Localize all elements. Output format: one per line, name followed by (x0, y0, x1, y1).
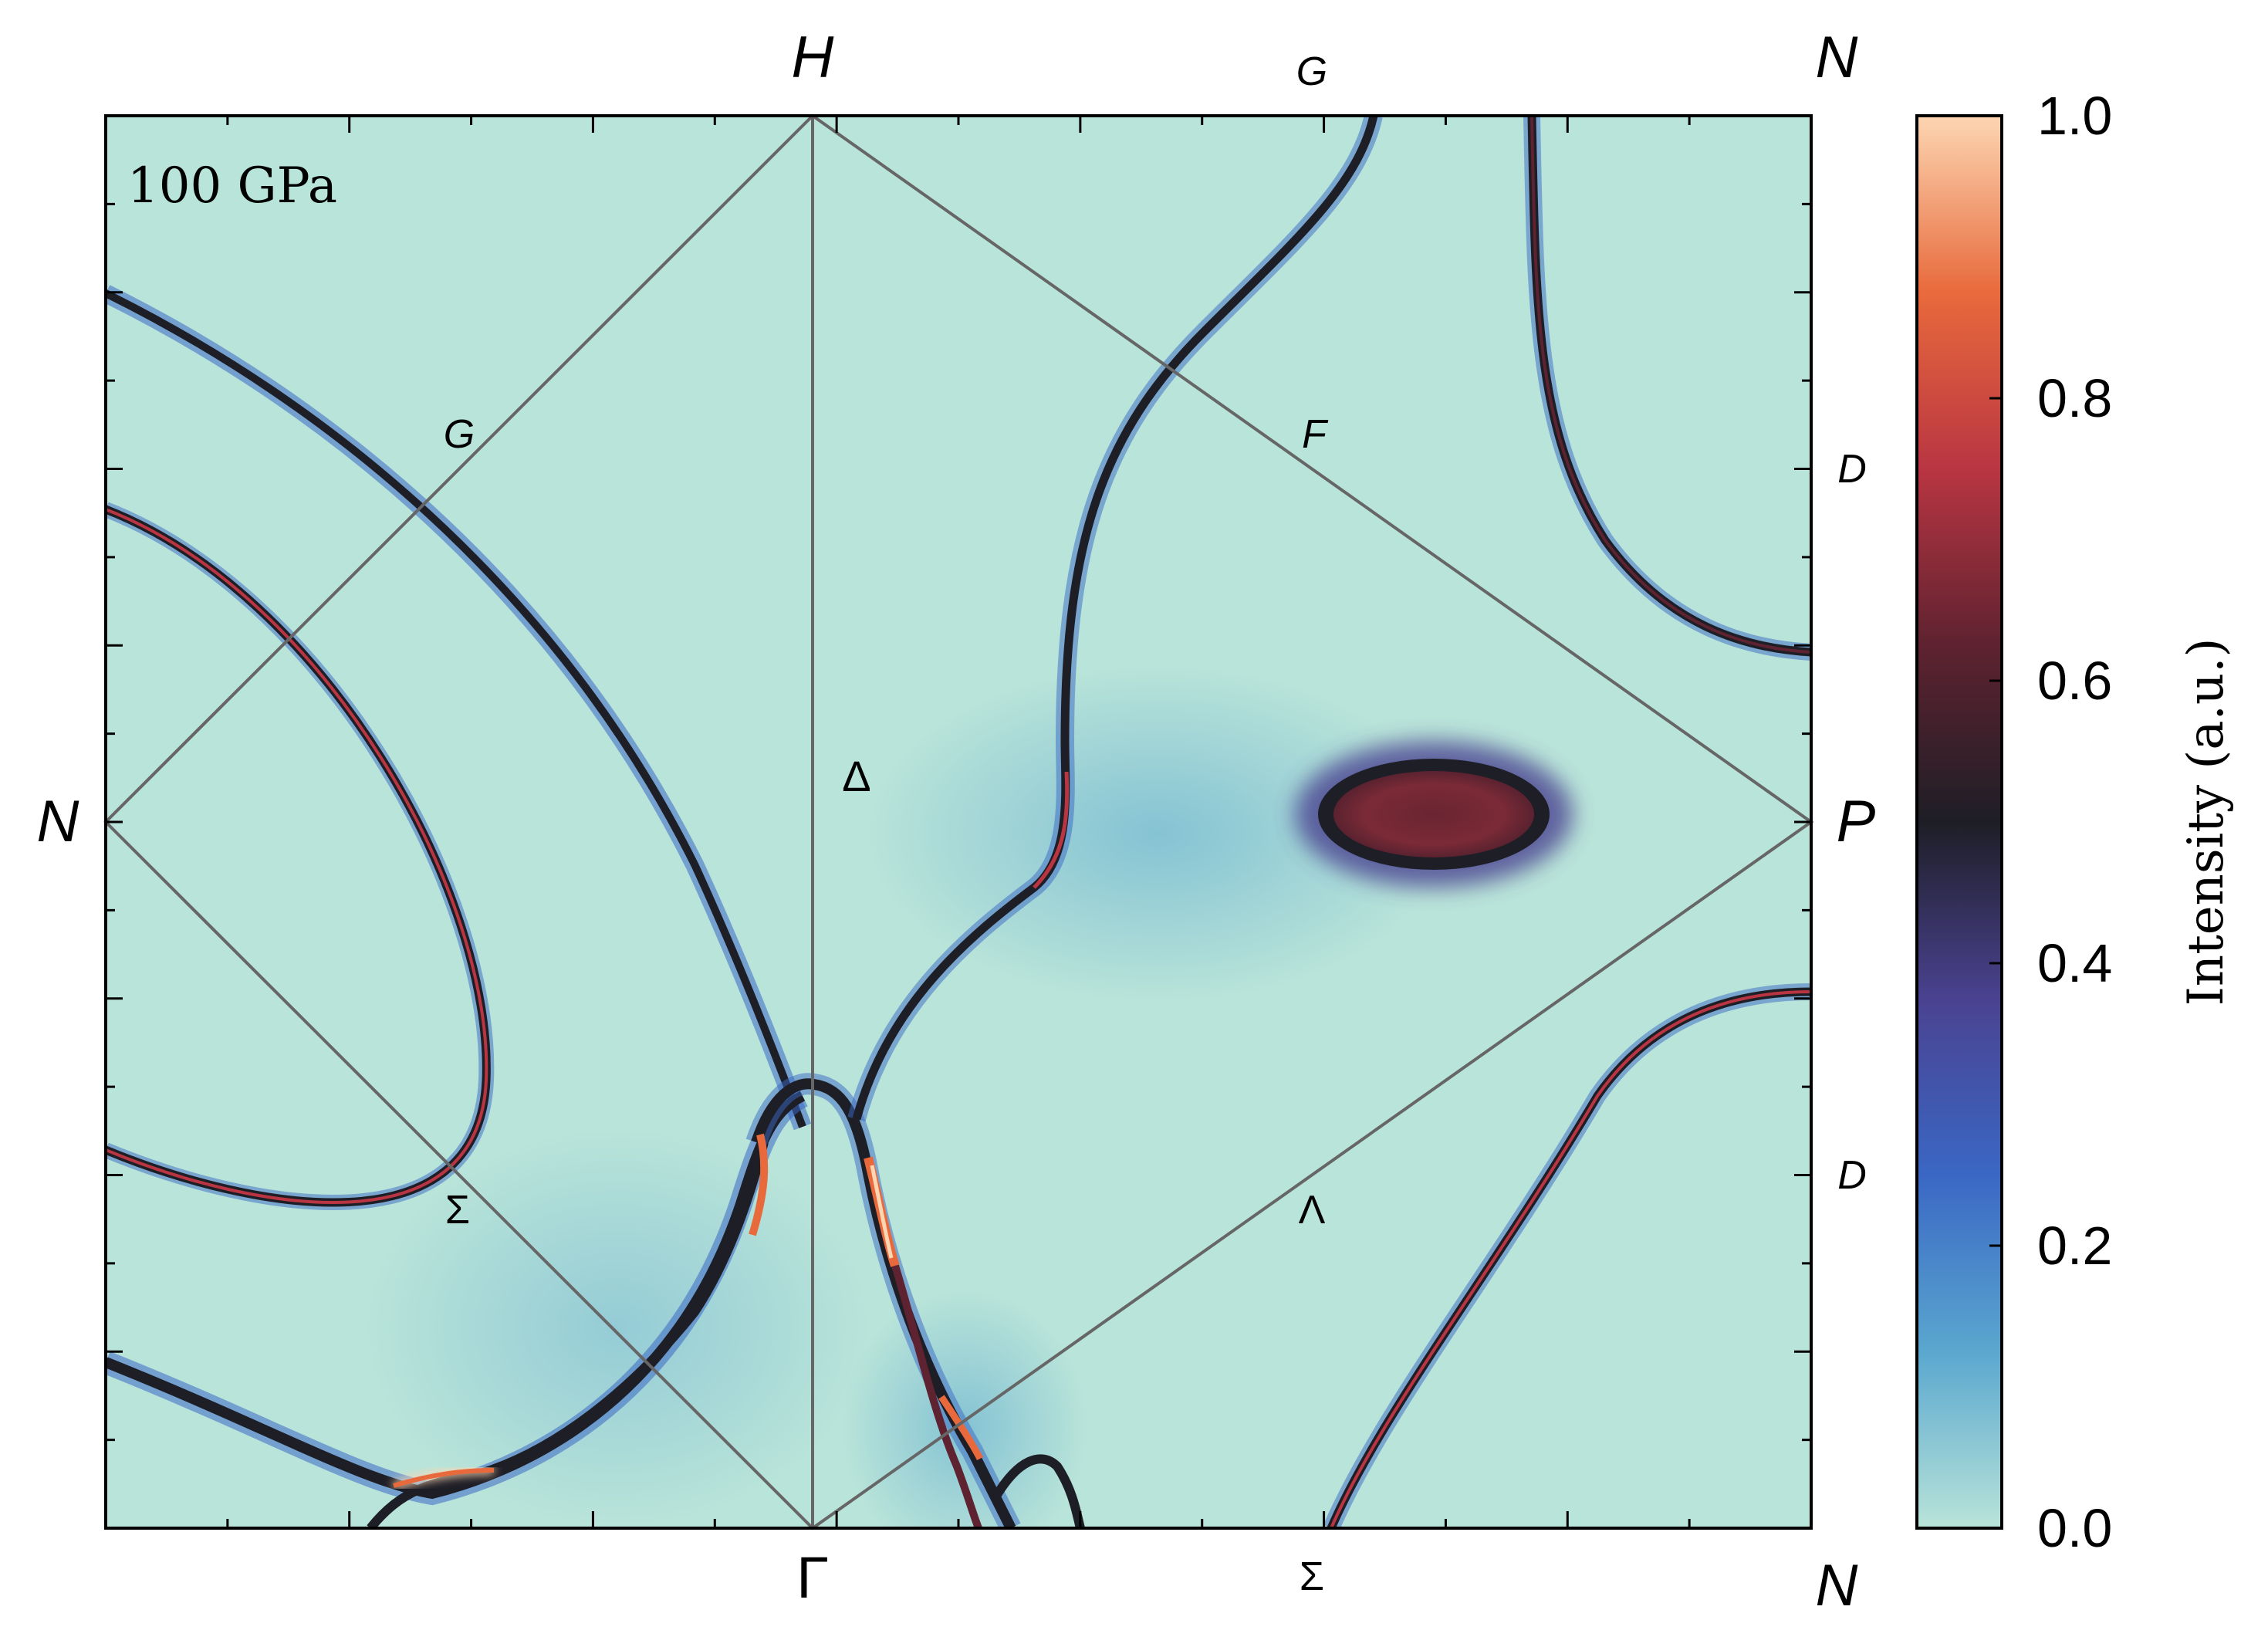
blob-core (1333, 771, 1534, 857)
colorbar-tick-label: 0.2 (2037, 1216, 2112, 1276)
intensity-map (106, 116, 1811, 1528)
label-inner-lambda: Λ (1299, 1188, 1326, 1233)
axis-ticks (106, 116, 1811, 1528)
label-right-D-lower: D (1837, 1153, 1867, 1198)
label-inner-sigma: Σ (445, 1188, 470, 1233)
colorbar-label: Intensity (a.u.) (2178, 638, 2235, 1006)
colorbar-tick-label: 1.0 (2037, 86, 2112, 146)
label-left-N: N (37, 789, 79, 854)
label-top-right-N: N (1816, 25, 1858, 90)
label-top-H: H (792, 25, 834, 90)
label-bottom-gamma: Γ (796, 1545, 829, 1611)
colorbar (1915, 114, 2003, 1530)
label-inner-F: F (1302, 412, 1329, 457)
glow-bottom-left (363, 1127, 872, 1528)
pressure-annotation: 100 GPa (127, 157, 337, 215)
label-bottom-sigma: Σ (1300, 1554, 1324, 1599)
colorbar-tick-label: 0.0 (2037, 1498, 2112, 1558)
label-right-P: P (1837, 789, 1876, 854)
colorbar-ticks: 0.0 0.2 0.4 0.6 0.8 1.0 (1989, 86, 2112, 1558)
colorbar-tick-label: 0.4 (2037, 933, 2112, 993)
colorbar-tick-label: 0.6 (2037, 651, 2112, 711)
label-right-D-upper: D (1837, 447, 1867, 492)
label-bottom-right-N: N (1816, 1553, 1858, 1618)
label-inner-G: G (444, 412, 475, 457)
label-top-G: G (1296, 49, 1327, 94)
glow-center (864, 664, 1451, 1003)
label-inner-delta: Δ (842, 752, 870, 800)
colorbar-tick-label: 0.8 (2037, 368, 2112, 428)
